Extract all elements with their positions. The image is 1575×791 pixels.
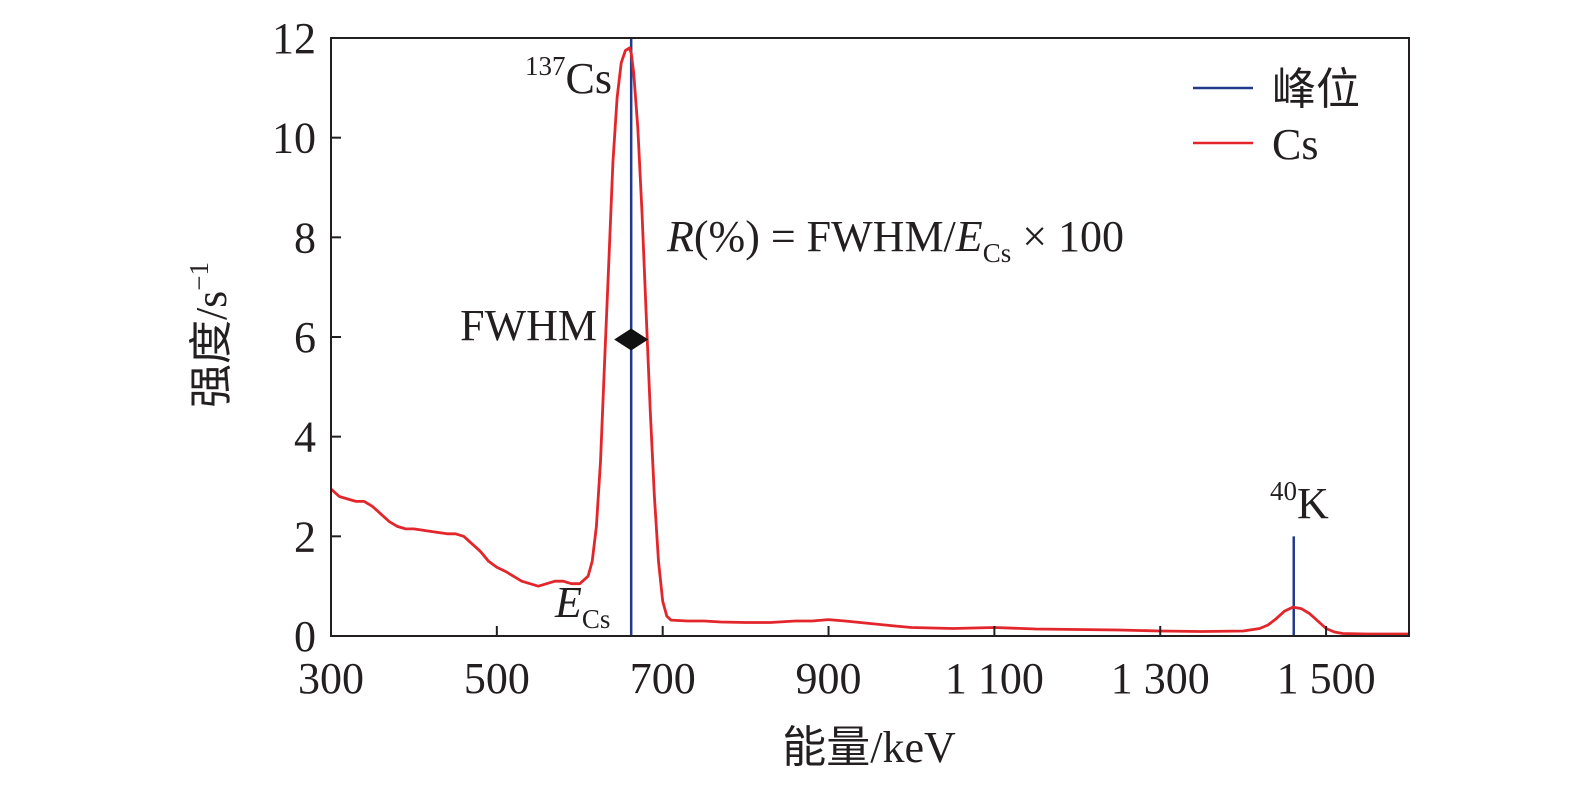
y-axis-title-sup: −1 (184, 262, 214, 291)
x-tick-label-5: 1 300 (1111, 654, 1210, 703)
y-tick-label-1: 2 (294, 512, 316, 561)
resolution-formula: R(%) = FWHM/ECs × 100 (666, 212, 1124, 268)
y-axis-title: 强度/s−1 (184, 262, 236, 408)
e-cs-label: ECs (554, 578, 610, 634)
fwhm-label: FWHM (460, 301, 597, 350)
y-tick-label-2: 4 (294, 413, 316, 462)
formula-part1: (%) = FWHM/ (694, 212, 957, 261)
plot-layer (330, 38, 1409, 636)
y-tick-label-6: 12 (272, 14, 316, 63)
y-tick-label-4: 8 (294, 213, 316, 262)
legend: 峰位 Cs (1193, 65, 1360, 169)
y-axis-title-main: 强度/s (187, 291, 236, 408)
x-axis-title: 能量/keV (782, 723, 956, 772)
y-tick-label-0: 0 (294, 612, 316, 661)
x-tick-label-2: 700 (630, 654, 696, 703)
cs137-label: 137Cs (525, 51, 612, 103)
y-tick-label-5: 10 (272, 114, 316, 163)
legend-label-cs: Cs (1272, 120, 1318, 169)
x-tick-label-1: 500 (464, 654, 530, 703)
formula-part2: × 100 (1011, 212, 1124, 261)
k40-label: 40K (1270, 476, 1329, 528)
formula-sub: Cs (983, 238, 1012, 268)
axis-ticks: 300 500 700 900 1 100 1 300 1 500 0 2 4 6 8 10 12 (272, 14, 1376, 703)
x-tick-label-6: 1 500 (1277, 654, 1376, 703)
x-tick-label-3: 900 (796, 654, 862, 703)
x-tick-label-0: 300 (298, 654, 364, 703)
legend-label-peak: 峰位 (1272, 65, 1360, 114)
y-tick-label-3: 6 (294, 313, 316, 362)
e-cs-label-sub: Cs (582, 604, 611, 634)
cs137-label-sup: 137 (525, 51, 566, 81)
k40-label-sup: 40 (1270, 476, 1297, 506)
fwhm-marker (614, 328, 649, 351)
formula-r: R (666, 212, 694, 261)
x-tick-label-4: 1 100 (945, 654, 1044, 703)
formula-e: E (955, 212, 983, 261)
cs137-label-main: Cs (566, 54, 612, 103)
series-line-cs (330, 46, 1409, 636)
e-cs-label-e: E (554, 578, 582, 627)
k40-label-main: K (1297, 479, 1329, 528)
